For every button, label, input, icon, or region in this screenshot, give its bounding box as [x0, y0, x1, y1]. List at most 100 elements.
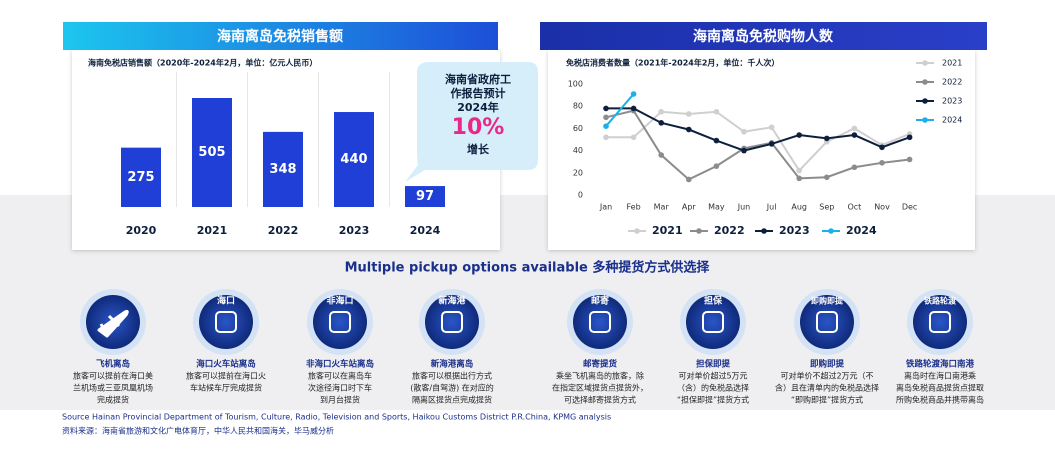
item-desc: 旅客可以提前在海口火: [186, 371, 266, 381]
y-tick-label: 100: [568, 80, 583, 89]
point: [603, 114, 609, 121]
icon-glyph: [589, 311, 611, 333]
point: [796, 167, 802, 174]
icon: [913, 295, 967, 349]
item-desc: 所购免税商品并携带离岛: [896, 395, 984, 405]
icon: [573, 295, 627, 349]
item-name: 邮寄提货: [583, 359, 618, 370]
source: 资料来源：海南省旅游和文化广电体育厅，中华人民共和国海关，毕马威分析: [62, 426, 334, 436]
icon-label: 海口: [217, 295, 235, 307]
item-desc: 隔离区提货点完成提货: [412, 395, 492, 405]
point: [658, 120, 664, 126]
y-tick-label: 0: [578, 191, 583, 200]
point: [686, 176, 692, 183]
value-label: 275: [127, 170, 154, 185]
item-name: 新海港离岛: [431, 359, 474, 370]
item-desc: 在指定区域提货点提货外，: [552, 383, 648, 393]
point: [768, 124, 775, 131]
bar: [334, 112, 374, 207]
legend-label: 2022: [942, 78, 962, 87]
series-line: [606, 107, 910, 152]
point: [851, 132, 858, 138]
item-desc: 兰机场或三亚凤凰机场: [73, 383, 153, 393]
legend-label: 2021: [942, 59, 962, 68]
x-tick-label: Jul: [766, 203, 777, 212]
item-desc: 可对单价超过5万元: [678, 371, 747, 381]
item-name: 海口火车站离岛: [196, 359, 256, 370]
icon-glyph: [816, 311, 838, 333]
point: [630, 134, 637, 141]
item-desc: “担保即提”提货方式: [677, 395, 749, 405]
subtitle: 海南免税店销售额（2020年-2024年2月，单位：亿元人民币）: [88, 58, 317, 68]
callout-text: 增长: [467, 142, 490, 156]
icon-label: 担保: [704, 295, 723, 307]
chart-title: 海南离岛免税购物人数: [693, 28, 834, 45]
item-name: 铁路轮渡海口南港: [906, 359, 975, 370]
x-tick-label: 2022: [268, 224, 299, 237]
legend-swatch: [922, 60, 928, 66]
source: Source Hainan Provincial Department of T…: [62, 413, 611, 422]
x-tick-label: Mar: [654, 203, 670, 212]
icon-glyph: [329, 311, 351, 333]
icon: [313, 295, 367, 349]
point: [851, 125, 858, 132]
point: [603, 123, 609, 129]
bar: [405, 186, 445, 207]
point: [741, 128, 747, 135]
bar: [263, 131, 303, 207]
callout-highlight: 10%: [452, 115, 505, 140]
series-line: [605, 93, 635, 127]
item-desc: 旅客可以在离岛车: [308, 371, 372, 381]
bar: [121, 147, 161, 207]
point: [879, 144, 885, 151]
header: [540, 22, 987, 50]
point: [603, 134, 609, 141]
point: [851, 164, 858, 171]
icon-glyph: [702, 311, 724, 333]
callout-text: 海南省政府工: [445, 72, 511, 86]
x-tick-label: Nov: [874, 203, 890, 212]
legend-label: 2023: [779, 224, 810, 237]
value-label: 348: [269, 162, 296, 177]
icon: [800, 295, 854, 349]
x-tick-label: Jun: [737, 203, 751, 212]
bar: [192, 98, 232, 207]
section-title: Multiple pickup options available 多种提货方式…: [345, 260, 711, 276]
legend-swatch: [696, 228, 702, 234]
x-tick-label: Dec: [902, 203, 917, 212]
subtitle: 免税店消费者数量（2021年-2024年2月，单位：千人次）: [566, 58, 779, 68]
legend-swatch: [761, 228, 767, 234]
item-desc: 乘坐飞机离岛的旅客，除: [556, 371, 644, 381]
icon-glyph: [215, 311, 237, 333]
item-desc: 离岛免税商品提货点提取: [896, 383, 984, 393]
x-tick-label: 2020: [126, 224, 157, 237]
point: [824, 135, 830, 142]
y-tick-label: 20: [573, 168, 583, 177]
item-name: 飞机离岛: [96, 359, 130, 370]
item-desc: 旅客可以提前在海口美: [73, 371, 153, 381]
icon-label: 即购即提: [811, 296, 844, 306]
item-desc: 可对单价不超过2万元（不: [780, 371, 873, 381]
item-desc: 含）且在清单内的免税品选择: [775, 383, 879, 393]
header: [63, 22, 498, 50]
value-label: 505: [198, 145, 225, 160]
item-name: 担保即提: [696, 359, 731, 370]
point: [906, 156, 913, 163]
legend-swatch: [922, 79, 928, 85]
item-desc: 车站候车厅完成提货: [190, 383, 262, 393]
icon-label: 铁路轮渡: [924, 296, 957, 306]
x-tick-label: Feb: [627, 203, 641, 212]
item-desc: 离岛时在海口南港乘: [904, 371, 976, 381]
item-desc: 完成提货: [97, 395, 129, 405]
point: [713, 163, 720, 169]
x-tick-label: 2023: [339, 224, 370, 237]
legend-label: 2022: [714, 224, 745, 237]
item-name: 非海口火车站离岛: [306, 359, 374, 370]
icon: [199, 295, 253, 349]
item-desc: “即购即提”提货方式: [791, 395, 863, 405]
x-tick-label: Jan: [599, 203, 612, 212]
point: [768, 141, 775, 147]
y-tick-label: 40: [573, 146, 583, 155]
legend-label: 2023: [942, 97, 962, 106]
